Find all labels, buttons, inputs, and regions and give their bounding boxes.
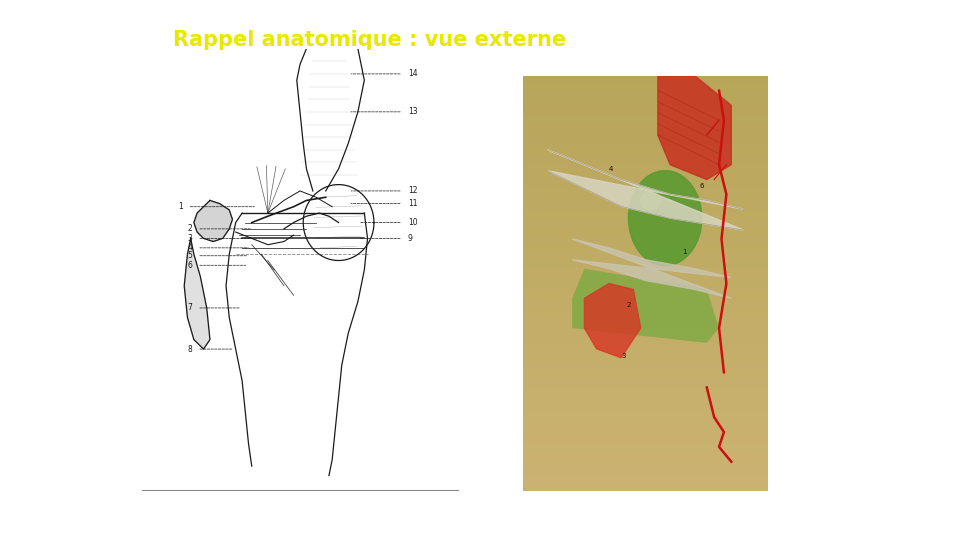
Text: 7: 7 — [187, 303, 192, 313]
Text: 12: 12 — [408, 186, 418, 195]
Polygon shape — [572, 269, 719, 343]
Ellipse shape — [640, 191, 660, 209]
Text: 4: 4 — [187, 244, 192, 252]
Polygon shape — [184, 238, 210, 349]
Text: Rappel anatomique : vue externe: Rappel anatomique : vue externe — [173, 30, 566, 50]
Text: 6: 6 — [700, 184, 704, 190]
Text: 2: 2 — [187, 225, 192, 233]
Text: 13: 13 — [408, 107, 418, 116]
Text: 5: 5 — [187, 251, 192, 260]
Text: 2: 2 — [626, 302, 631, 308]
Text: 1: 1 — [178, 202, 182, 211]
Polygon shape — [194, 200, 232, 241]
Polygon shape — [572, 239, 732, 298]
Polygon shape — [194, 200, 232, 241]
Ellipse shape — [629, 171, 702, 266]
Text: 9: 9 — [408, 234, 413, 243]
Polygon shape — [547, 150, 743, 230]
Text: 14: 14 — [408, 70, 418, 78]
Text: 1: 1 — [683, 249, 686, 255]
Text: 8: 8 — [187, 345, 192, 354]
Polygon shape — [658, 76, 732, 179]
Text: 11: 11 — [408, 199, 418, 208]
Polygon shape — [194, 200, 232, 241]
Text: 3: 3 — [621, 353, 626, 359]
Polygon shape — [585, 284, 640, 358]
Text: 6: 6 — [187, 261, 192, 270]
Text: 10: 10 — [408, 218, 418, 227]
Text: 4: 4 — [609, 166, 613, 172]
Text: 3: 3 — [187, 234, 192, 243]
